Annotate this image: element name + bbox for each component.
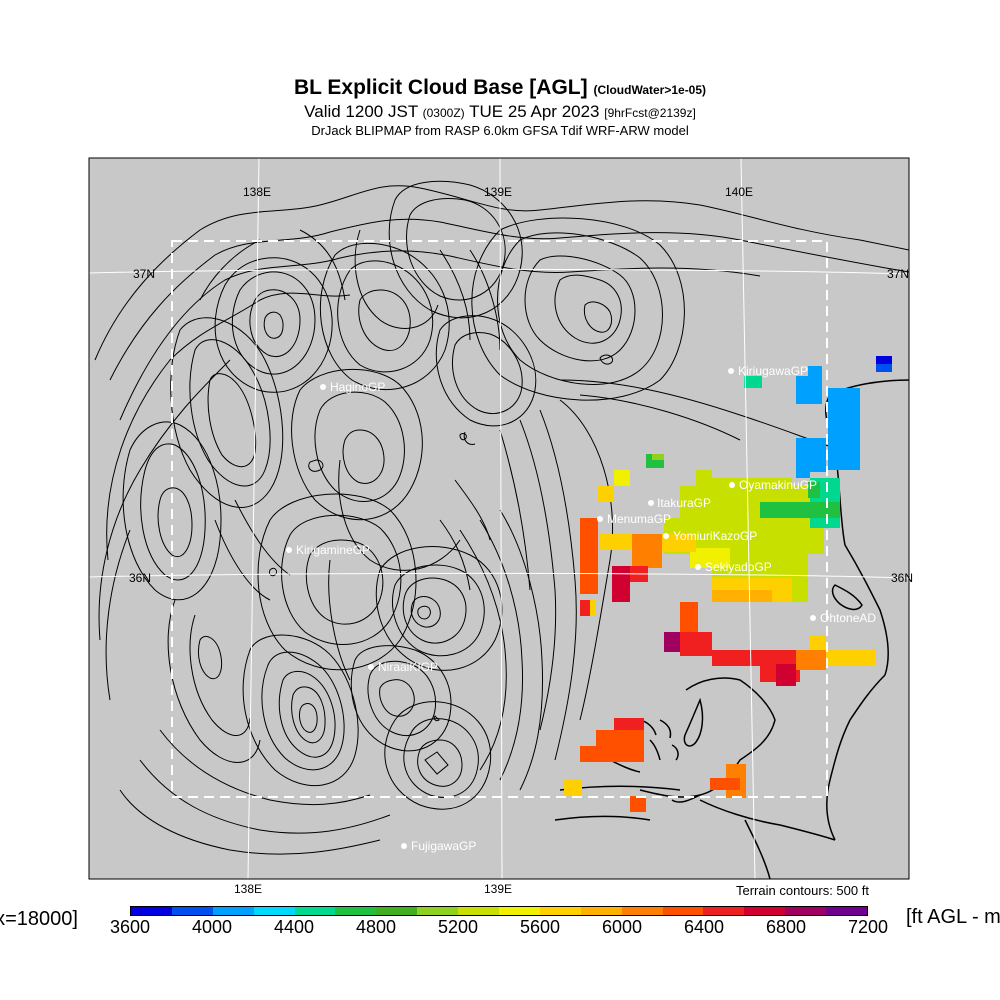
colorbar-swatch bbox=[621, 907, 663, 915]
colorbar-swatch bbox=[499, 907, 540, 915]
colorbar-swatch bbox=[458, 907, 500, 915]
colorbar-swatch bbox=[580, 907, 622, 915]
colorbar-swatch bbox=[785, 907, 827, 915]
colorbar-tick-label: 5200 bbox=[437, 917, 479, 937]
model-description: DrJack BLIPMAP from RASP 6.0km GFSA Tdif… bbox=[311, 123, 689, 138]
lon-label-bottom: 139E bbox=[484, 882, 512, 896]
site-label: KiriugawaGP bbox=[738, 364, 808, 378]
inner-domain-box bbox=[171, 240, 828, 798]
lon-label-bottom: 138E bbox=[234, 882, 262, 896]
colorbar-swatch bbox=[539, 907, 581, 915]
colorbar-tick-label: 6800 bbox=[765, 917, 807, 937]
axis-labels: 138E 139E 140E 37N 36N 37N 36N 138E 139E bbox=[129, 185, 913, 896]
colorbar-unit-label: [ft AGL - m bbox=[906, 906, 1000, 928]
colorbar-swatch bbox=[744, 907, 786, 915]
colorbar bbox=[130, 906, 868, 916]
colorbar-tick-label: 7200 bbox=[847, 917, 889, 937]
colorbar-tick-label: 5600 bbox=[519, 917, 561, 937]
colorbar-swatch bbox=[212, 907, 254, 915]
site-markers bbox=[286, 368, 816, 849]
lat-label-left: 37N bbox=[133, 267, 155, 281]
site-label: SekiyadoGP bbox=[705, 560, 772, 574]
lat-label-left: 36N bbox=[129, 571, 151, 585]
colorbar-tick-label: 4000 bbox=[191, 917, 233, 937]
colorbar-swatch bbox=[253, 907, 295, 915]
site-label: ItakuraGP bbox=[657, 496, 711, 510]
lat-label-right: 37N bbox=[887, 267, 909, 281]
title-block: BL Explicit Cloud Base [AGL] (CloudWater… bbox=[0, 76, 1000, 139]
site-label: MenumaGP bbox=[607, 512, 671, 526]
site-label: NiraaiKIGP bbox=[378, 660, 438, 674]
site-label: OyamakinuGP bbox=[739, 478, 817, 492]
colorbar-swatch bbox=[417, 907, 459, 915]
colorbar-tick-label: 3600 bbox=[109, 917, 151, 937]
colorbar-tick-label: 6400 bbox=[683, 917, 725, 937]
site-labels: KiriugawaGP HaginoGP OyamakinuGP Itakura… bbox=[296, 364, 876, 853]
site-label: KirigaminеGP bbox=[296, 543, 370, 557]
map-frame bbox=[88, 157, 910, 880]
lon-label-top: 140E bbox=[725, 185, 753, 199]
site-label: OhtoneAD bbox=[820, 611, 876, 625]
colorbar-swatch bbox=[131, 907, 172, 915]
lat-label-right: 36N bbox=[891, 571, 913, 585]
terrain-contour-note: Terrain contours: 500 ft bbox=[736, 883, 869, 898]
cloud-base-cells bbox=[564, 356, 892, 812]
lon-label-top: 138E bbox=[243, 185, 271, 199]
colorbar-swatch bbox=[662, 907, 704, 915]
lon-label-top: 139E bbox=[484, 185, 512, 199]
colorbar-swatch bbox=[376, 907, 418, 915]
colorbar-swatch bbox=[335, 907, 377, 915]
colorbar-swatch bbox=[703, 907, 745, 915]
colorbar-swatch bbox=[294, 907, 336, 915]
colorbar-swatch bbox=[171, 907, 213, 915]
valid-time: Valid 1200 JST (0300Z) TUE 25 Apr 2023 [… bbox=[304, 102, 696, 121]
colorbar-tick-label: 4800 bbox=[355, 917, 397, 937]
colorbar-tick-label: 4400 bbox=[273, 917, 315, 937]
colorbar-left-label: ax=18000] bbox=[0, 908, 78, 930]
colorbar-swatch bbox=[826, 907, 868, 915]
site-label: FujigawaGP bbox=[411, 839, 476, 853]
site-label: YomiuriKazoGP bbox=[673, 529, 757, 543]
map-title: BL Explicit Cloud Base [AGL] (CloudWater… bbox=[293, 76, 707, 99]
colorbar-tick-label: 6000 bbox=[601, 917, 643, 937]
site-label: HaginoGP bbox=[330, 380, 385, 394]
grid-lines bbox=[89, 158, 909, 879]
